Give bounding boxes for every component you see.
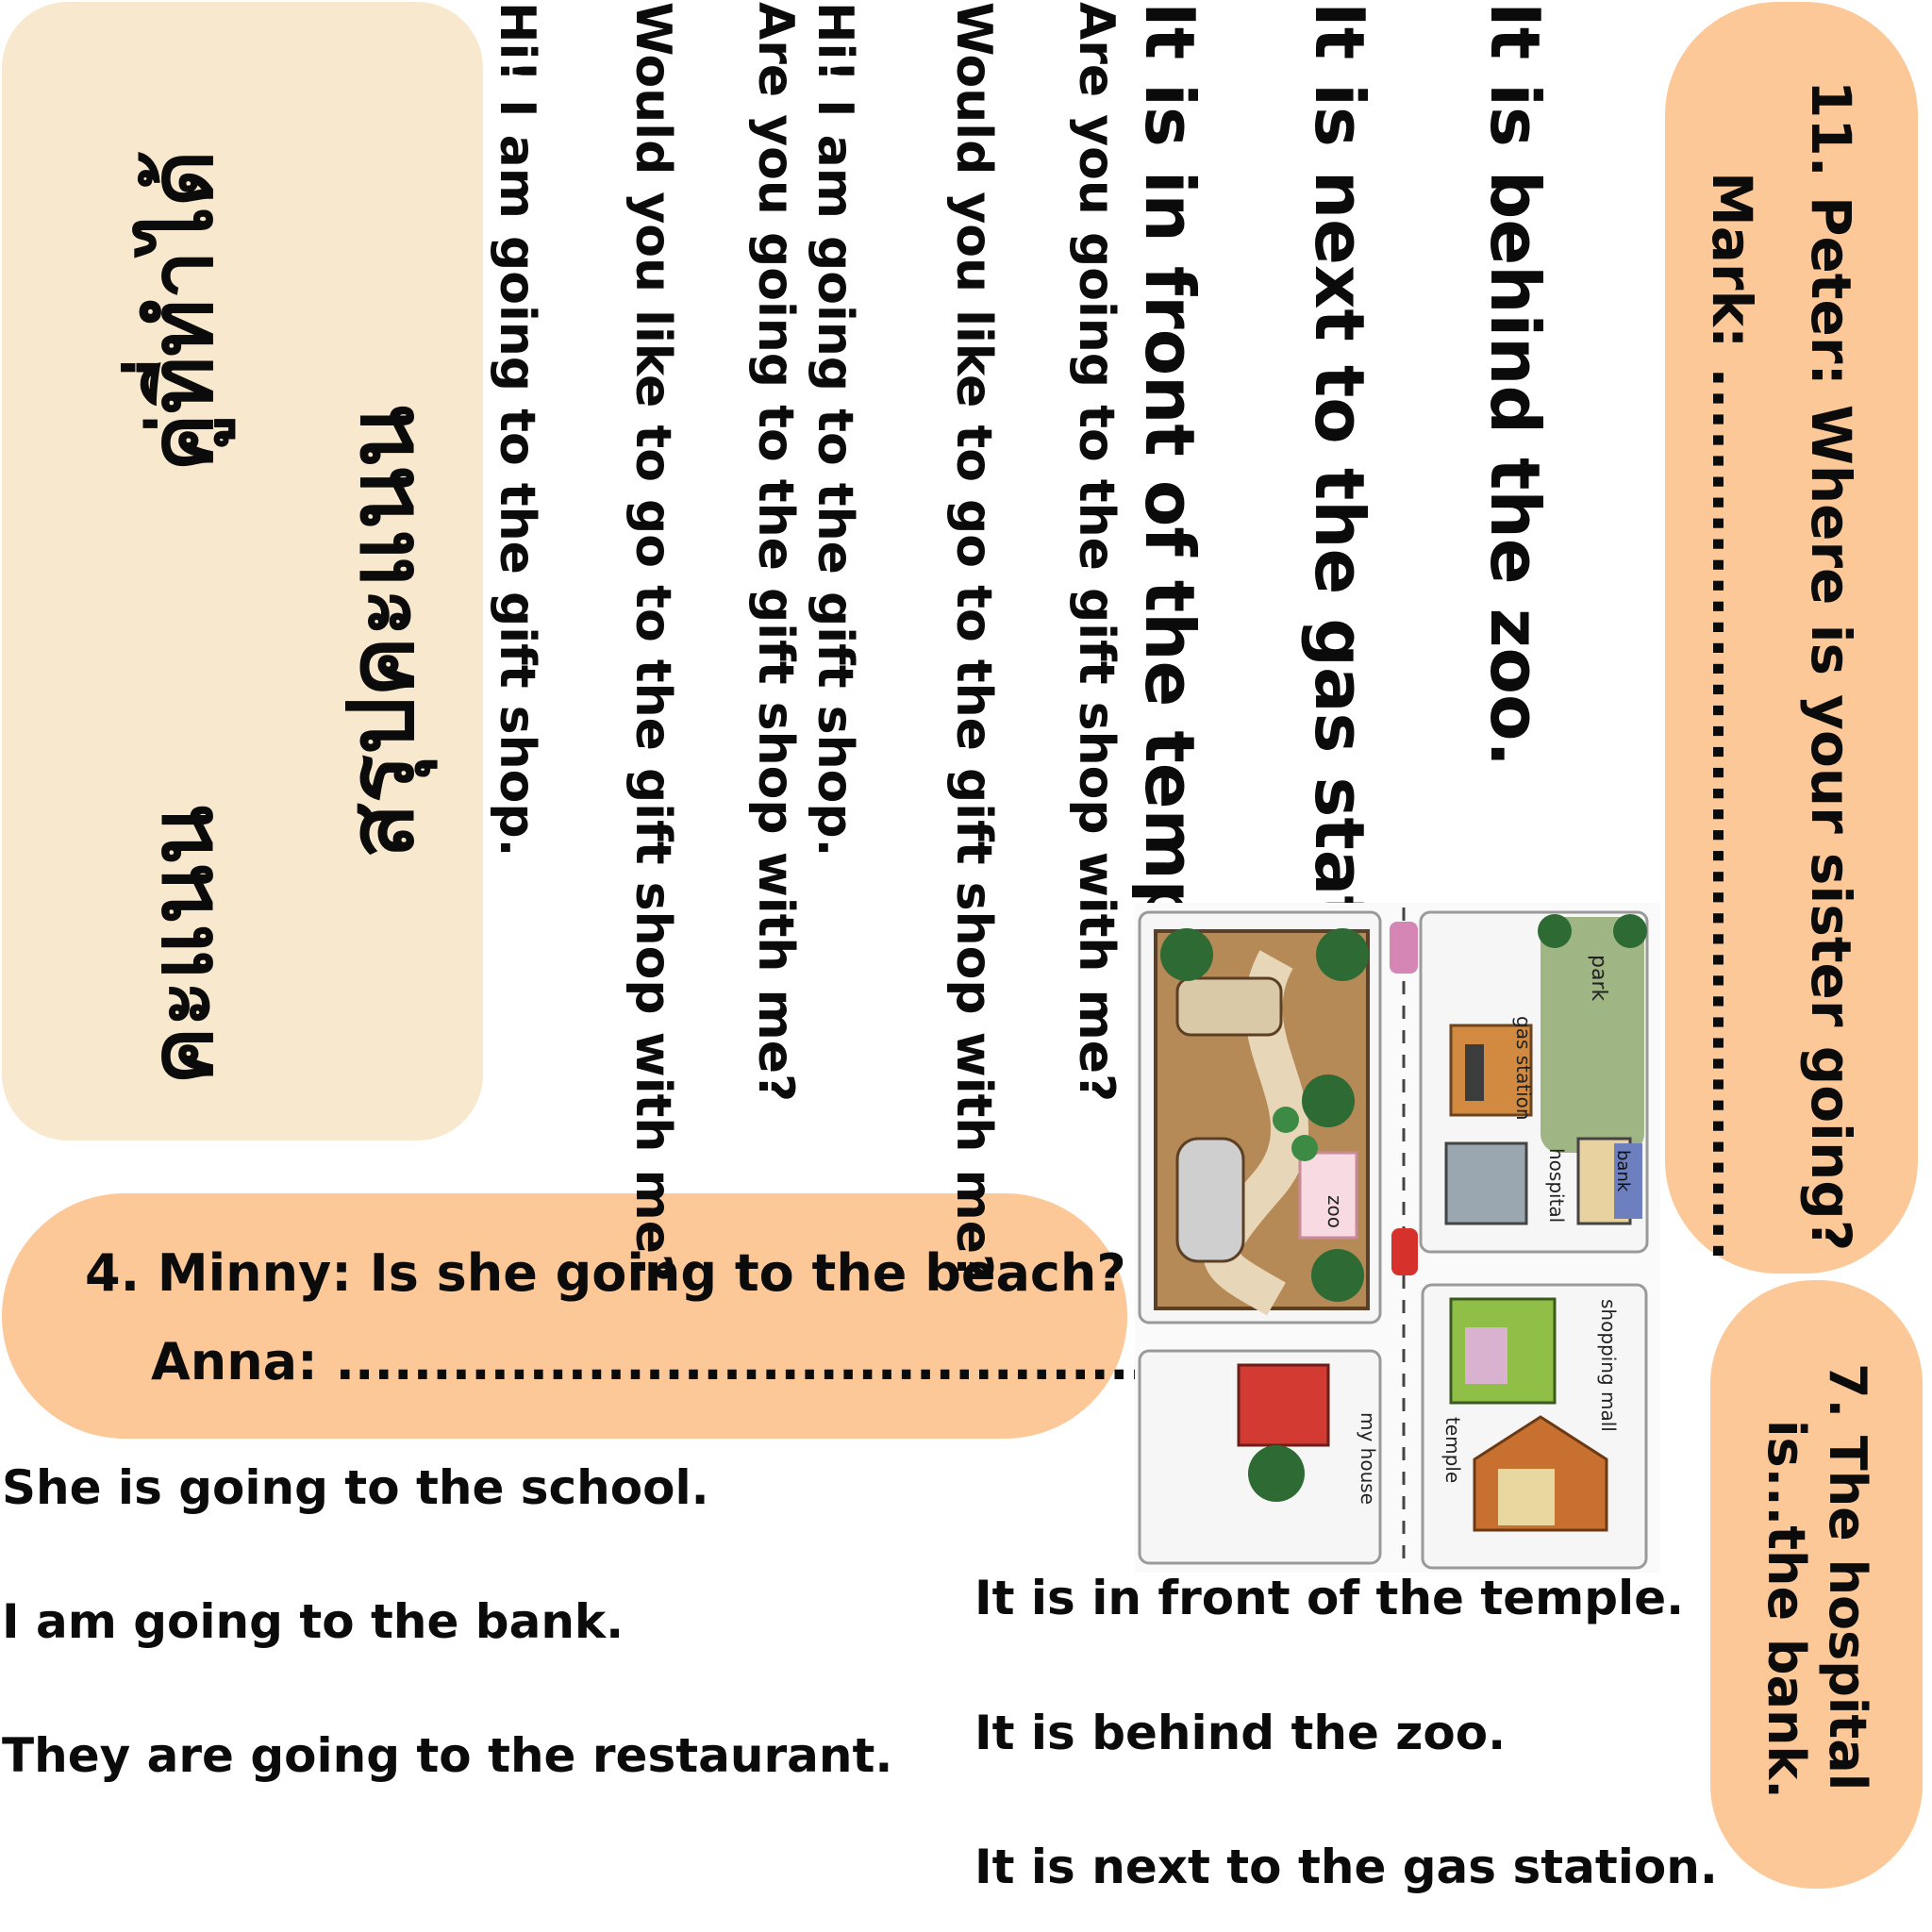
gas-station-building — [1449, 1024, 1533, 1117]
score-summary-card — [2, 2, 483, 1141]
question-11-text: 11. Peter: Where is your sister going? — [1799, 80, 1863, 1252]
question-4-text: 4. Minny: Is she going to the beach? — [85, 1243, 1126, 1303]
choice-left: She is going to the school. — [2, 1460, 709, 1515]
vertical-choice: Hi! I am going to the gift shop. — [807, 2, 863, 858]
question-7-line-2: is...the bank. — [1757, 1420, 1816, 1799]
choice-right: It is behind the zoo. — [974, 1706, 1507, 1760]
question-7-line-1: 7. The hospital — [1818, 1363, 1877, 1791]
town-map-svg: zoo park gas station hospital bank shopp… — [1138, 908, 1649, 1570]
question-4-answer-prompt: Anna: ..................................… — [151, 1332, 1188, 1391]
town-map: zoo park gas station hospital bank shopp… — [1135, 903, 1660, 1573]
vertical-choice: Hi! I am going to the gift shop. — [489, 2, 545, 858]
zoo-label: zoo — [1324, 1195, 1346, 1228]
vertical-choice: It is behind the zoo. — [1475, 2, 1555, 767]
choice-right: It is in front of the temple. — [974, 1571, 1685, 1625]
my-house-label: my house — [1357, 1412, 1379, 1505]
vertical-choice: Are you going to the gift shop with me? — [1068, 2, 1124, 1103]
car-icon — [1391, 1228, 1418, 1275]
park-label: park — [1587, 955, 1610, 1001]
choice-right: It is next to the gas station. — [974, 1840, 1718, 1894]
vertical-choice: It is in front of the temple. — [1130, 2, 1209, 1024]
hospital-building — [1444, 1141, 1528, 1225]
vertical-choice: Would you like to go to the gift shop wi… — [945, 2, 1002, 1283]
vertical-choice: Would you like to go to the gift shop wi… — [625, 2, 681, 1283]
car-icon — [1390, 922, 1418, 974]
question-11-card — [1665, 2, 1918, 1274]
my-house-building — [1237, 1363, 1330, 1447]
shopping-mall-label: shopping mall — [1597, 1299, 1620, 1432]
choice-left: I am going to the bank. — [2, 1594, 625, 1649]
question-7-card — [1710, 1280, 1923, 1889]
score-heading: สรุปคะแนน — [328, 406, 434, 858]
group-label: คู่ที่ทำได้ — [131, 150, 232, 472]
vertical-choice: Are you going to the gift shop with me? — [747, 2, 804, 1103]
question-4-card — [2, 1193, 1127, 1439]
bank-label: bank — [1613, 1150, 1633, 1192]
hospital-label: hospital — [1545, 1148, 1568, 1223]
gas-station-label: gas station — [1512, 1016, 1535, 1121]
question-11-answer-prompt: Mark: ..................................… — [1700, 172, 1764, 1261]
temple-label: temple — [1441, 1417, 1464, 1483]
points-label: คะแนน — [131, 805, 232, 1085]
park-area — [1541, 917, 1644, 1153]
choice-left: They are going to the restaurant. — [2, 1728, 893, 1783]
